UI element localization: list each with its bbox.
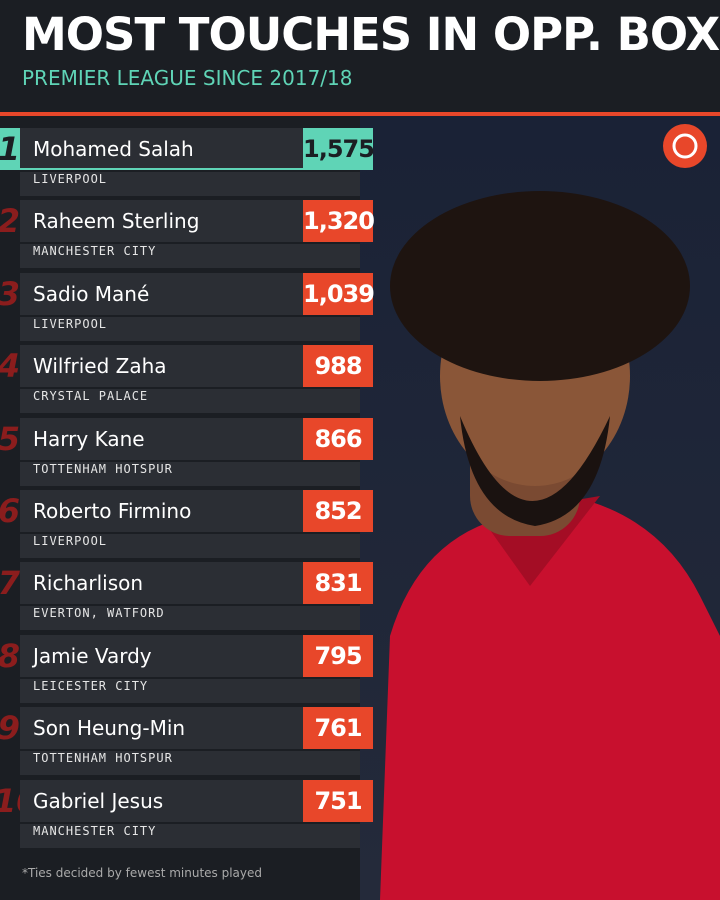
club-bar — [20, 606, 360, 631]
club-bar — [20, 172, 360, 196]
club-bar — [20, 389, 360, 414]
club-name: LIVERPOOL — [33, 172, 108, 186]
table-row: 8 Jamie Vardy LEICESTER CITY 795 — [0, 634, 375, 707]
touches-value: 852 — [303, 490, 373, 532]
club-name: EVERTON, WATFORD — [33, 606, 165, 621]
player-name: Jamie Vardy — [33, 643, 152, 668]
club-bar — [20, 316, 360, 341]
touches-value: 1,039 — [303, 272, 375, 315]
subtitle: PREMIER LEAGUE SINCE 2017/18 — [22, 66, 353, 90]
table-row: 6 Roberto Firmino LIVERPOOL 852 — [0, 490, 375, 562]
touches-value: 1,320 — [303, 200, 375, 243]
club-bar — [20, 461, 360, 486]
player-name: Mohamed Salah — [33, 137, 194, 161]
table-row: 7 Richarlison EVERTON, WATFORD 831 — [0, 562, 375, 634]
player-name: Wilfried Zaha — [33, 354, 167, 379]
touches-value: 988 — [303, 345, 373, 388]
touches-value: 866 — [303, 417, 373, 460]
player-name: Raheem Sterling — [33, 209, 200, 234]
table-row: 2 Raheem Sterling MANCHESTER CITY 1,320 — [0, 200, 375, 272]
touches-value: 1,575 — [303, 128, 375, 170]
player-name: Son Heung-Min — [33, 716, 186, 741]
rank: 3 — [0, 273, 20, 315]
club-bar — [20, 678, 360, 703]
table-row: 10 Gabriel Jesus MANCHESTER CITY 751 — [0, 779, 375, 852]
touches-value: 795 — [303, 634, 373, 677]
table-row: 5 Harry Kane TOTTENHAM HOTSPUR 866 — [0, 417, 375, 490]
club-name: LEICESTER CITY — [33, 678, 149, 693]
club-name: CRYSTAL PALACE — [33, 389, 149, 404]
player-name: Roberto Firmino — [33, 499, 192, 523]
player-name: Gabriel Jesus — [33, 788, 164, 813]
club-name: LIVERPOOL — [33, 534, 108, 548]
club-name: MANCHESTER CITY — [33, 244, 157, 259]
club-bar — [20, 244, 360, 269]
table-row: 4 Wilfried Zaha CRYSTAL PALACE 988 — [0, 345, 375, 417]
player-name: Richarlison — [33, 571, 144, 596]
player-name: Harry Kane — [33, 426, 145, 451]
rank: 8 — [0, 635, 20, 677]
rank: 5 — [0, 418, 20, 460]
touches-value: 751 — [303, 779, 373, 822]
player-name: Sadio Mané — [33, 281, 150, 306]
divider — [0, 112, 720, 116]
rank: 10 — [0, 780, 20, 822]
club-name: TOTTENHAM HOTSPUR — [33, 461, 173, 476]
club-name: LIVERPOOL — [33, 316, 108, 331]
rank: 9 — [0, 707, 20, 749]
rank: 1 — [0, 128, 20, 170]
title: MOST TOUCHES IN OPP. BOX — [22, 8, 720, 61]
club-bar — [20, 823, 360, 848]
touches-value: 831 — [303, 562, 373, 605]
club-bar — [20, 751, 360, 776]
touches-value: 761 — [303, 707, 373, 750]
club-name: TOTTENHAM HOTSPUR — [33, 751, 173, 766]
footnote: *Ties decided by fewest minutes played — [22, 866, 263, 880]
rank: 2 — [0, 200, 20, 242]
table-row: 1 Mohamed Salah LIVERPOOL 1,575 — [0, 128, 375, 200]
player-photo — [360, 116, 720, 900]
club-name: MANCHESTER CITY — [33, 823, 157, 838]
club-bar — [20, 534, 360, 558]
rank: 4 — [0, 345, 20, 387]
table-row: 9 Son Heung-Min TOTTENHAM HOTSPUR 761 — [0, 707, 375, 779]
table-row: 3 Sadio Mané LIVERPOOL 1,039 — [0, 272, 375, 345]
rank: 7 — [0, 562, 20, 604]
rank: 6 — [0, 490, 20, 532]
